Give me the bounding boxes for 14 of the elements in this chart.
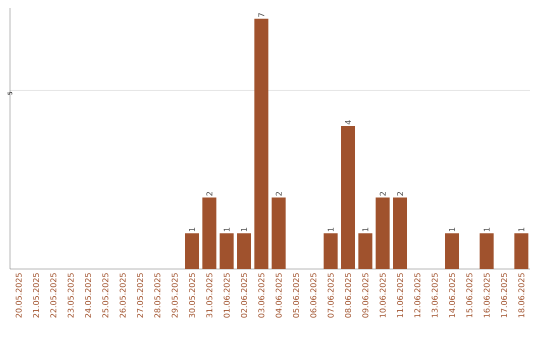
bar <box>480 233 494 270</box>
bar <box>272 197 286 270</box>
bar <box>341 126 356 270</box>
bar <box>445 233 460 270</box>
bar <box>324 233 338 270</box>
bar <box>376 197 390 270</box>
bar <box>514 233 528 270</box>
bar <box>393 197 408 270</box>
bar <box>185 233 200 270</box>
bar <box>237 233 252 270</box>
bar <box>254 18 268 270</box>
bar <box>358 233 372 270</box>
bar <box>220 233 234 270</box>
bar <box>202 197 216 270</box>
